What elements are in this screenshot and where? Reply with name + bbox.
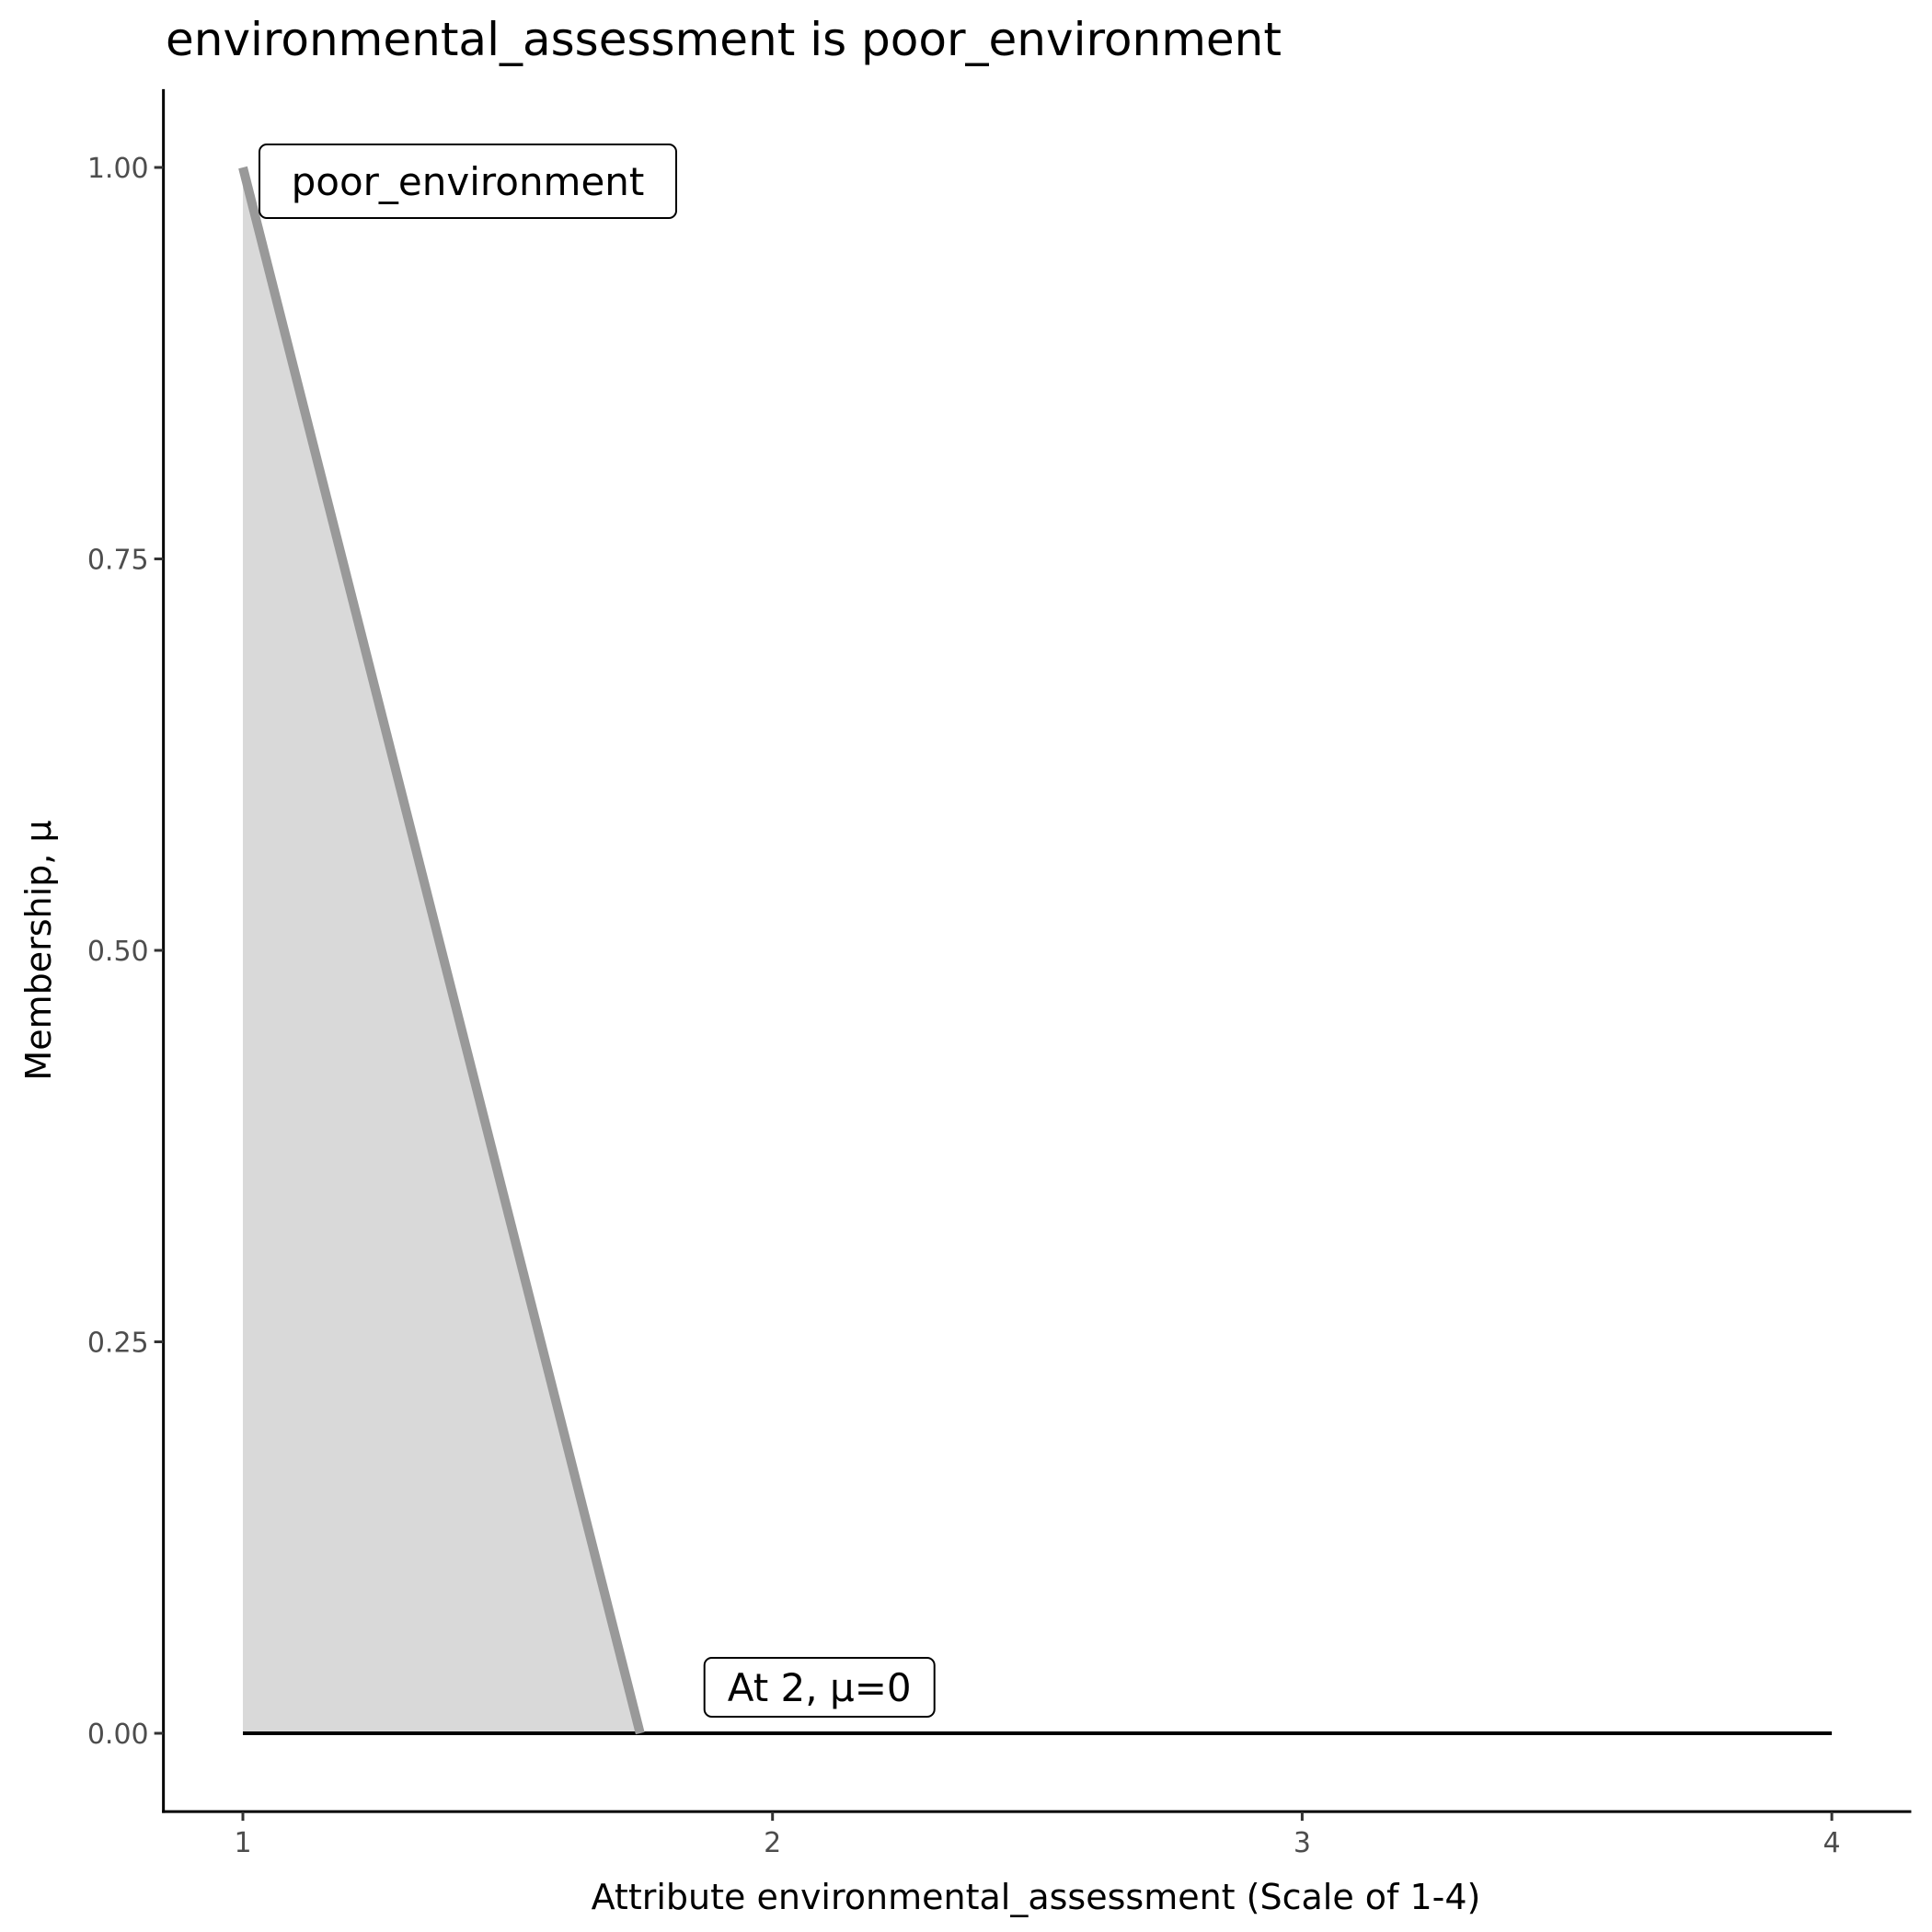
x-axis-label: Attribute environmental_assessment (Scal… <box>592 1877 1481 1917</box>
y-tick-label: 0.75 <box>87 545 149 577</box>
x-tick-label: 3 <box>1294 1827 1311 1859</box>
annotation-label: poor_environment <box>259 144 677 219</box>
chart-title: environmental_assessment is poor_environ… <box>166 13 1282 66</box>
label-text: At 2, μ=0 <box>728 1665 912 1710</box>
annotation-label: At 2, μ=0 <box>703 1657 936 1718</box>
y-tick-label: 0.25 <box>87 1328 149 1360</box>
y-tick-label: 0.50 <box>87 936 149 968</box>
label-text: poor_environment <box>292 159 645 204</box>
label-box <box>259 144 677 219</box>
y-tick-label: 1.00 <box>87 153 149 185</box>
x-tick-label: 4 <box>1823 1827 1841 1859</box>
label-box <box>703 1657 936 1718</box>
x-tick-label: 1 <box>234 1827 251 1859</box>
membership-line <box>238 166 645 1735</box>
y-axis-label: Membership, μ <box>18 820 59 1080</box>
y-tick-label: 0.00 <box>87 1719 149 1751</box>
x-tick-label: 2 <box>764 1827 781 1859</box>
